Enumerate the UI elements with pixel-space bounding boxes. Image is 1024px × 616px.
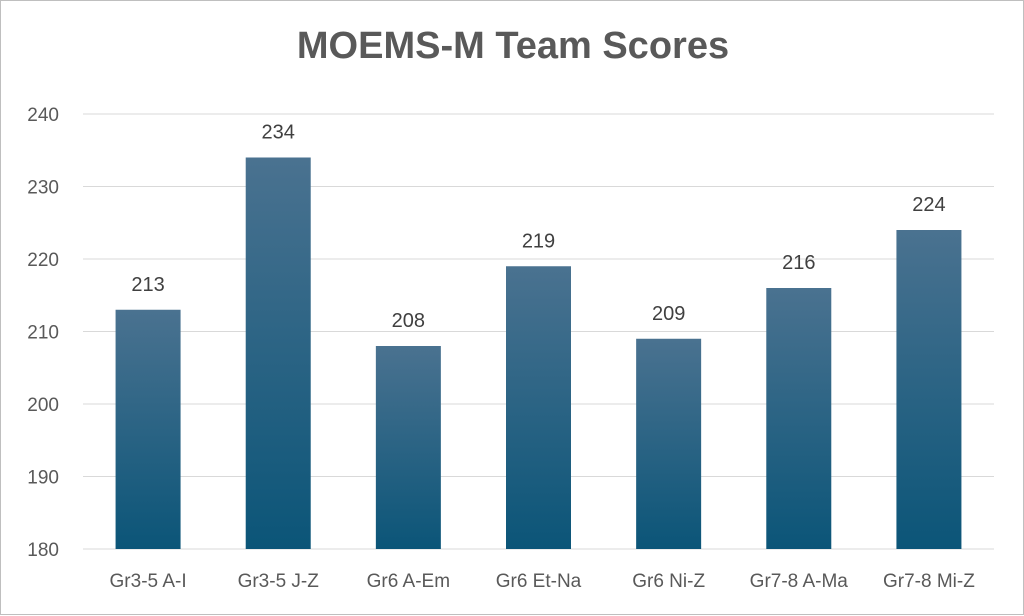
y-tick-label: 230 xyxy=(27,178,59,199)
bar xyxy=(245,157,311,549)
chart-title: MOEMS-M Team Scores xyxy=(296,25,730,67)
y-tick-label: 190 xyxy=(27,468,59,489)
bar xyxy=(375,346,441,549)
bar xyxy=(766,288,832,549)
x-tick-label: Gr7-8 Mi-Z xyxy=(883,571,975,592)
data-label: 219 xyxy=(522,230,555,252)
data-label: 234 xyxy=(262,122,295,144)
data-labels: 213 234 208 219 209 216 224 xyxy=(131,122,945,333)
y-tick-label: 220 xyxy=(27,250,59,271)
y-tick-label: 210 xyxy=(27,323,59,344)
x-tick-label: Gr6 Et-Na xyxy=(496,571,582,592)
bar xyxy=(506,266,571,549)
x-tick-label: Gr3-5 A-I xyxy=(110,571,187,592)
x-tick-label: Gr3-5 J-Z xyxy=(238,571,320,592)
bar xyxy=(896,230,962,549)
data-label: 209 xyxy=(652,303,685,325)
bar xyxy=(636,338,702,549)
y-tick-label: 200 xyxy=(27,395,59,416)
x-tick-label: Gr6 A-Em xyxy=(367,571,450,592)
x-axis-ticks: Gr3-5 A-I Gr3-5 J-Z Gr6 A-Em Gr6 Et-Na Gr6 N… xyxy=(110,571,976,592)
data-label: 216 xyxy=(782,252,815,274)
data-label: 224 xyxy=(912,194,945,216)
y-tick-label: 240 xyxy=(27,105,59,126)
data-label: 213 xyxy=(131,274,164,296)
y-tick-label: 180 xyxy=(27,540,59,561)
data-label: 208 xyxy=(392,310,425,332)
x-tick-label: Gr7-8 A-Ma xyxy=(750,571,849,592)
x-tick-label: Gr6 Ni-Z xyxy=(632,571,705,592)
y-axis-ticks: 180 190 200 210 220 230 240 xyxy=(27,105,59,561)
bar xyxy=(115,309,181,549)
bars xyxy=(115,157,962,549)
